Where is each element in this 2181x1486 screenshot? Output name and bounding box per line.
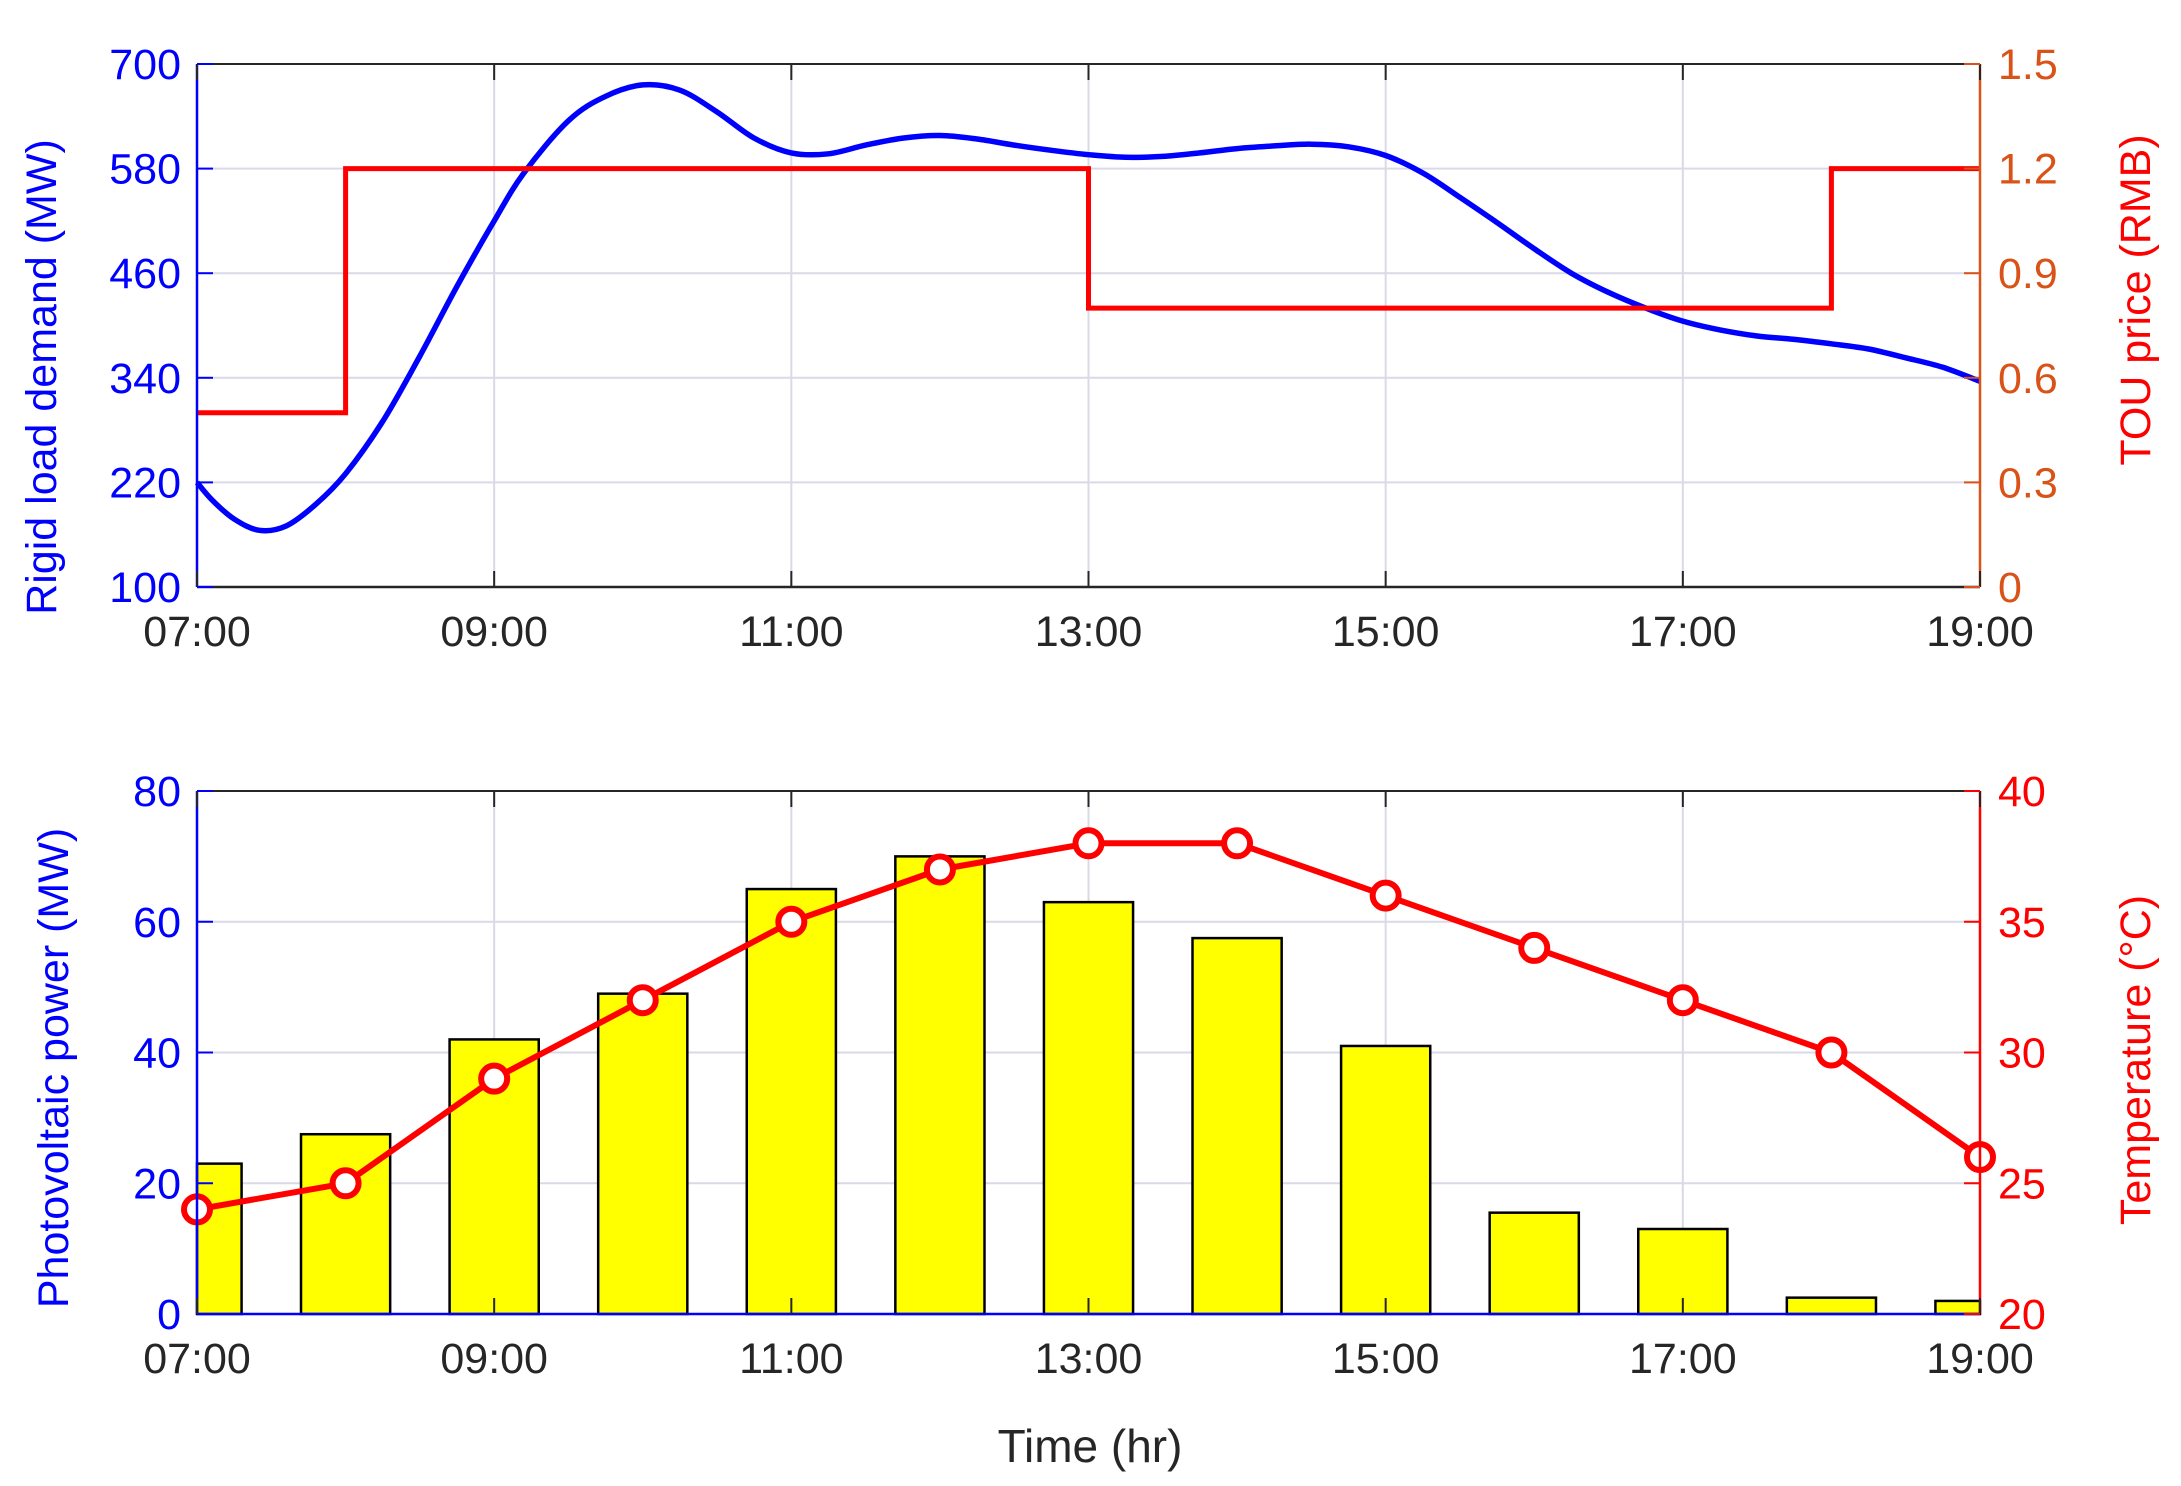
temperature-tick-label: 35 <box>1998 899 2046 947</box>
x-tick-label: 11:00 <box>739 608 843 656</box>
tou-price-step-line <box>197 166 1980 416</box>
temperature-marker <box>626 984 659 1017</box>
pv-bar <box>596 992 689 1316</box>
temperature-marker <box>478 1062 511 1095</box>
pv-bar <box>1488 1211 1581 1316</box>
x-tick-label: 19:00 <box>1926 1335 2034 1383</box>
pv-bar <box>745 887 838 1316</box>
price-tick-label: 0 <box>1998 564 2022 612</box>
pv-bar <box>195 1162 243 1316</box>
temperature-marker <box>1815 1036 1848 1069</box>
temperature-marker <box>1221 827 1254 860</box>
load-tick-label: 100 <box>109 564 181 612</box>
x-tick-label: 09:00 <box>440 1335 548 1383</box>
load-tick-label: 220 <box>109 459 181 507</box>
pv-tick-label: 40 <box>133 1030 181 1078</box>
pv-temperature-series <box>181 827 1996 1316</box>
pv-bar <box>1785 1296 1878 1316</box>
load-tick-label: 460 <box>109 250 181 298</box>
price-tick-label: 1.2 <box>1998 146 2058 194</box>
load-price-axes: 07:00 09:00 11:00 13:00 15:00 17:00 19:00 100 22… <box>109 41 2058 656</box>
temperature-tick-label: 25 <box>1998 1160 2046 1208</box>
load-price-panel: 07:00 09:00 11:00 13:00 15:00 17:00 19:00 100 22… <box>18 41 2160 656</box>
temperature-marker <box>1072 827 1105 860</box>
pv-bar <box>894 855 986 1316</box>
temperature-marker <box>775 905 808 938</box>
load-axis-label: Rigid load demand (MW) <box>18 139 66 615</box>
pv-tick-label: 60 <box>133 899 181 947</box>
x-tick-label: 13:00 <box>1035 1335 1143 1383</box>
x-tick-label: 17:00 <box>1629 608 1737 656</box>
x-tick-label: 17:00 <box>1629 1335 1737 1383</box>
temperature-marker <box>923 853 956 886</box>
load-tick-label: 580 <box>109 146 181 194</box>
temperature-axis-label: Temperature (°C) <box>2112 895 2160 1225</box>
load-tick-label: 700 <box>109 41 181 89</box>
x-tick-label: 07:00 <box>143 1335 251 1383</box>
pv-axis-label: Photovoltaic power (MW) <box>30 828 78 1308</box>
x-tick-label: 13:00 <box>1035 608 1143 656</box>
pv-tick-label: 80 <box>133 768 181 816</box>
time-axis-label: Time (hr) <box>998 1420 1183 1472</box>
pv-tick-label: 0 <box>157 1291 181 1339</box>
temperature-tick-label: 40 <box>1998 768 2046 816</box>
price-tick-label: 0.3 <box>1998 459 2058 507</box>
pv-temperature-axes: 07:00 09:00 11:00 13:00 15:00 17:00 19:00 0 20 40… <box>133 768 2046 1383</box>
price-tick-label: 0.6 <box>1998 355 2058 403</box>
price-axis-label: TOU price (RMB) <box>2112 134 2160 465</box>
x-tick-label: 15:00 <box>1332 608 1440 656</box>
price-tick-label: 0.9 <box>1998 250 2058 298</box>
temperature-marker <box>329 1167 362 1200</box>
x-tick-label: 09:00 <box>440 608 548 656</box>
x-tick-label: 19:00 <box>1926 608 2034 656</box>
pv-tick-label: 20 <box>133 1160 181 1208</box>
temperature-marker <box>1666 984 1699 1017</box>
pv-bar <box>1934 1299 1982 1316</box>
temperature-marker <box>1518 931 1551 964</box>
load-price-series <box>194 81 1981 534</box>
x-tick-label: 11:00 <box>739 1335 843 1383</box>
temperature-tick-label: 20 <box>1998 1291 2046 1339</box>
pv-bar <box>1042 900 1135 1316</box>
x-tick-label: 07:00 <box>143 608 251 656</box>
rigid-load-curve <box>194 81 1981 534</box>
temperature-marker <box>1369 879 1402 912</box>
pv-bar <box>1191 936 1283 1316</box>
price-tick-label: 1.5 <box>1998 41 2058 89</box>
load-tick-label: 340 <box>109 355 181 403</box>
x-tick-label: 15:00 <box>1332 1335 1440 1383</box>
pv-temperature-panel: 07:00 09:00 11:00 13:00 15:00 17:00 19:00 0 20 40… <box>30 768 2160 1472</box>
pv-bar <box>1339 1044 1432 1316</box>
temperature-tick-label: 30 <box>1998 1030 2046 1078</box>
